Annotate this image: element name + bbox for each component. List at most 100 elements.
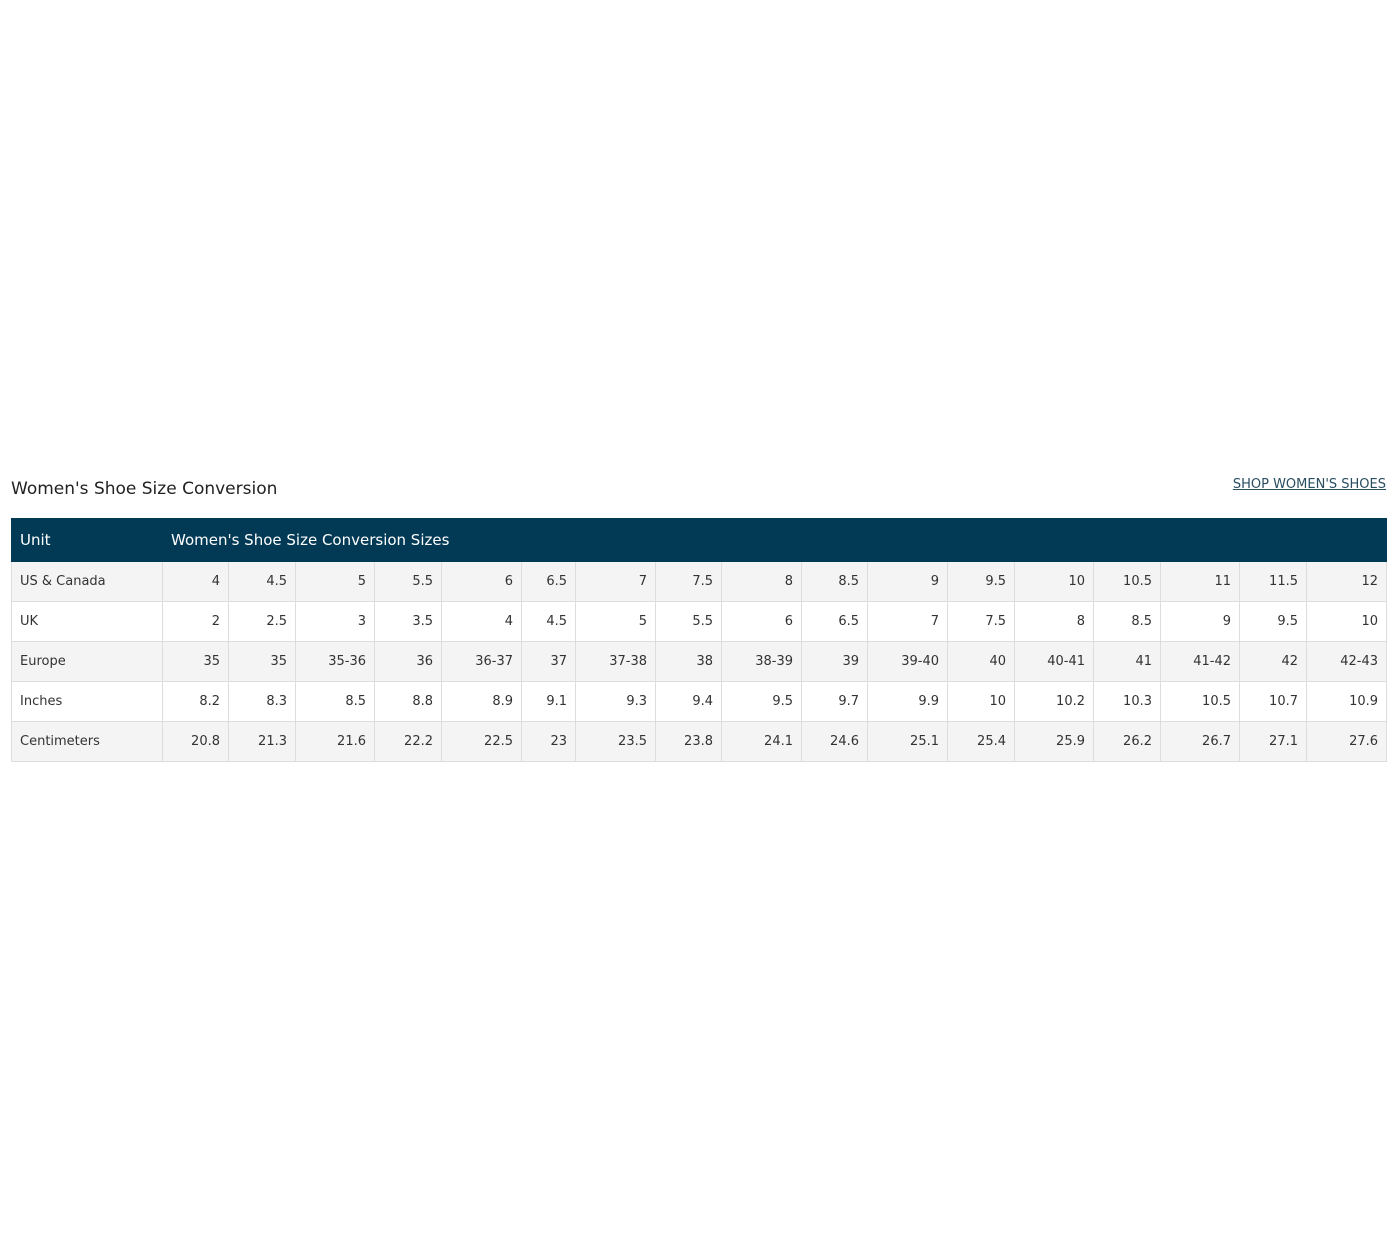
size-cell: 2 bbox=[162, 601, 229, 642]
size-cell: 27.6 bbox=[1305, 721, 1388, 762]
size-cell: 11.5 bbox=[1239, 561, 1307, 602]
size-cell: 9.5 bbox=[947, 561, 1015, 602]
size-cell: 9.9 bbox=[867, 681, 948, 722]
size-cell: 9.4 bbox=[655, 681, 722, 722]
size-cell: 35 bbox=[162, 641, 229, 682]
size-cell: 8.5 bbox=[801, 561, 868, 602]
table-row: Europe 35 35 35-36 36 36-37 37 37-38 38 38-39 39 39… bbox=[11, 641, 1388, 682]
size-cell: 24.6 bbox=[801, 721, 868, 762]
size-cell: 10.2 bbox=[1014, 681, 1094, 722]
size-cell: 8 bbox=[721, 561, 802, 602]
table-row: Inches 8.2 8.3 8.5 8.8 8.9 9.1 9.3 9.4 9.5 9.7 9.9 1… bbox=[11, 681, 1388, 722]
size-cell: 20.8 bbox=[162, 721, 229, 762]
size-cell: 3 bbox=[295, 601, 375, 642]
size-cell: 10.9 bbox=[1305, 681, 1388, 722]
size-cell: 9.3 bbox=[575, 681, 656, 722]
size-cell: 39 bbox=[801, 641, 868, 682]
size-cell: 36 bbox=[374, 641, 442, 682]
size-cell: 37 bbox=[521, 641, 576, 682]
size-cell: 8.2 bbox=[162, 681, 229, 722]
size-cell: 10 bbox=[1305, 601, 1388, 642]
size-cell: 5.5 bbox=[655, 601, 722, 642]
size-cell: 5.5 bbox=[374, 561, 442, 602]
size-cell: 6 bbox=[441, 561, 522, 602]
size-cell: 9.5 bbox=[721, 681, 802, 722]
size-cell: 21.3 bbox=[228, 721, 296, 762]
size-cell: 38-39 bbox=[721, 641, 802, 682]
size-cell: 39-40 bbox=[867, 641, 948, 682]
table-row: Centimeters 20.8 21.3 21.6 22.2 22.5 23 23.5 23.… bbox=[11, 721, 1388, 762]
size-cell: 22.2 bbox=[374, 721, 442, 762]
size-cell: 23.5 bbox=[575, 721, 656, 762]
size-section: Women's Shoe Size Conversion SHOP WOMEN'… bbox=[11, 474, 1388, 762]
size-cell: 8.5 bbox=[1093, 601, 1161, 642]
size-cell: 7.5 bbox=[947, 601, 1015, 642]
table-row: US & Canada 4 4.5 5 5.5 6 6.5 7 7.5 8 8.5 9 9.5 10 10.… bbox=[11, 561, 1388, 602]
size-cell: 2.5 bbox=[228, 601, 296, 642]
size-cell: 11 bbox=[1160, 561, 1240, 602]
row-label: UK bbox=[11, 601, 163, 642]
size-cell: 5 bbox=[575, 601, 656, 642]
size-cell: 23 bbox=[521, 721, 576, 762]
header-row: Unit Women's Shoe Size Conversion Sizes bbox=[11, 518, 1388, 562]
row-label: US & Canada bbox=[11, 561, 163, 602]
size-cell: 8.9 bbox=[441, 681, 522, 722]
size-cell: 8.8 bbox=[374, 681, 442, 722]
size-cell: 9.7 bbox=[801, 681, 868, 722]
size-cell: 22.5 bbox=[441, 721, 522, 762]
size-cell: 35 bbox=[228, 641, 296, 682]
size-cell: 9.5 bbox=[1239, 601, 1307, 642]
header-cell: Women's Shoe Size Conversion Sizes bbox=[161, 518, 1388, 562]
size-cell: 8.5 bbox=[295, 681, 375, 722]
size-cell: 38 bbox=[655, 641, 722, 682]
size-cell: 4 bbox=[162, 561, 229, 602]
size-cell: 41-42 bbox=[1160, 641, 1240, 682]
size-cell: 40 bbox=[947, 641, 1015, 682]
size-cell: 42 bbox=[1239, 641, 1307, 682]
size-cell: 40-41 bbox=[1014, 641, 1094, 682]
size-cell: 9.1 bbox=[521, 681, 576, 722]
size-cell: 12 bbox=[1305, 561, 1388, 602]
size-cell: 21.6 bbox=[295, 721, 375, 762]
size-cell: 24.1 bbox=[721, 721, 802, 762]
size-cell: 41 bbox=[1093, 641, 1161, 682]
size-cell: 26.2 bbox=[1093, 721, 1161, 762]
table-body: Unit Women's Shoe Size Conversion Sizes US… bbox=[11, 518, 1388, 762]
table-row: UK 2 2.5 3 3.5 4 4.5 5 5.5 6 6.5 7 7.5 8 8.5 9 9.5 10 bbox=[11, 601, 1388, 642]
size-cell: 10 bbox=[947, 681, 1015, 722]
size-cell: 6 bbox=[721, 601, 802, 642]
size-cell: 4.5 bbox=[228, 561, 296, 602]
size-cell: 25.4 bbox=[947, 721, 1015, 762]
size-cell: 27.1 bbox=[1239, 721, 1307, 762]
section-title: Women's Shoe Size Conversion bbox=[11, 479, 278, 499]
size-cell: 6.5 bbox=[521, 561, 576, 602]
size-cell: 10 bbox=[1014, 561, 1094, 602]
size-cell: 26.7 bbox=[1160, 721, 1240, 762]
size-cell: 7 bbox=[575, 561, 656, 602]
size-cell: 9 bbox=[1160, 601, 1240, 642]
row-label: Inches bbox=[11, 681, 163, 722]
size-cell: 4.5 bbox=[521, 601, 576, 642]
size-cell: 42-43 bbox=[1305, 641, 1388, 682]
size-cell: 5 bbox=[295, 561, 375, 602]
header-cell: Unit bbox=[11, 518, 163, 562]
row-label: Europe bbox=[11, 641, 163, 682]
size-cell: 7.5 bbox=[655, 561, 722, 602]
size-cell: 25.9 bbox=[1014, 721, 1094, 762]
size-cell: 9 bbox=[867, 561, 948, 602]
size-cell: 6.5 bbox=[801, 601, 868, 642]
size-cell: 23.8 bbox=[655, 721, 722, 762]
row-label: Centimeters bbox=[11, 721, 163, 762]
size-cell: 35-36 bbox=[295, 641, 375, 682]
size-cell: 25.1 bbox=[867, 721, 948, 762]
size-cell: 37-38 bbox=[575, 641, 656, 682]
size-cell: 36-37 bbox=[441, 641, 522, 682]
size-cell: 4 bbox=[441, 601, 522, 642]
shop-link[interactable]: SHOP WOMEN'S SHOES bbox=[1232, 477, 1386, 492]
size-cell: 10.7 bbox=[1239, 681, 1307, 722]
size-cell: 8 bbox=[1014, 601, 1094, 642]
size-cell: 3.5 bbox=[374, 601, 442, 642]
size-cell: 10.3 bbox=[1093, 681, 1161, 722]
size-cell: 10.5 bbox=[1160, 681, 1240, 722]
